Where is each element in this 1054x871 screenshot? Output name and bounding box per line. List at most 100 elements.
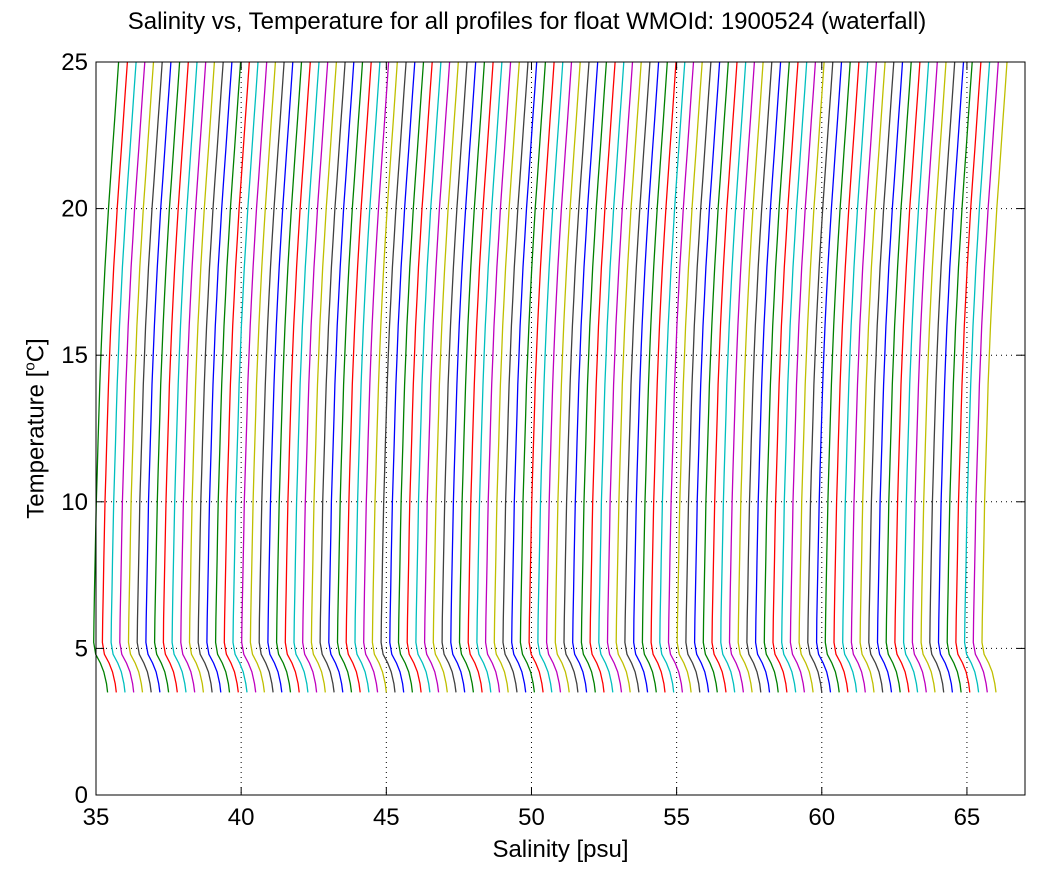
x-tick-label: 65 [954,804,981,831]
profile-line [371,61,398,693]
profile-line [441,61,468,693]
y-axis-label: Temperature [oC] [22,319,51,539]
x-tick-label: 55 [663,804,690,831]
profile-line [902,61,930,693]
profile-line [467,61,494,693]
profile-line [336,61,364,693]
profile-line [328,61,355,693]
profile-line [981,61,1008,693]
profile-line [763,61,790,693]
profile-line [528,61,555,693]
profile-line [415,61,442,693]
profile-line [214,61,242,693]
y-axis-label-unit: C] [22,338,50,363]
profile-line [842,61,869,693]
y-tick-label: 0 [75,782,88,809]
profile-line [101,61,129,693]
profile-line [676,61,703,693]
profile-line [633,61,660,693]
x-tick-label: 50 [518,804,545,831]
profile-line [153,61,181,693]
y-tick-label: 20 [61,196,88,223]
profile-line [737,61,764,693]
x-tick-label: 60 [808,804,835,831]
profile-line [93,61,120,693]
profile-line [493,61,520,693]
profile-line [563,61,590,693]
profile-line [667,61,695,693]
profile-line [572,61,599,693]
profile-line [136,61,163,693]
profile-line [188,61,216,693]
profile-line [702,61,729,693]
y-tick-label: 5 [75,635,88,662]
profile-line [833,61,860,693]
profile-line [345,61,372,693]
profile-line [781,61,808,693]
profile-line [476,61,503,693]
profile-line [458,61,486,693]
profile-line [911,61,938,693]
profile-line [868,61,895,693]
x-axis-label: Salinity [psu] [492,836,629,863]
x-tick-label: 40 [228,804,255,831]
profile-line [685,61,712,693]
profile-line [885,61,912,693]
profile-line [241,61,268,693]
profile-line [537,61,564,693]
profile-line [789,61,817,693]
plot-frame [95,61,1026,796]
profile-line [267,61,294,693]
x-tick-label: 45 [373,804,400,831]
profile-line [197,61,224,693]
profile-line [162,61,189,693]
x-tick-label: 35 [83,804,110,831]
profile-line [110,61,137,693]
profile-line [545,61,573,693]
profile-line [232,61,259,693]
profile-line [641,61,668,693]
profile-line [850,61,878,693]
profile-line [206,61,233,693]
profile-line [859,61,886,693]
profile-line [502,61,529,693]
profile-line [946,61,973,693]
chart-title: Salinity vs, Temperature for all profile… [127,8,927,35]
axis-ticks [95,61,1025,796]
profile-line [519,61,547,693]
profile-line [624,61,651,693]
profile-line [963,61,991,693]
profile-line [293,61,320,693]
profile-line [302,61,329,693]
profile-line [598,61,625,693]
profile-line [380,61,407,693]
y-tick-label: 15 [61,342,88,369]
profile-line [423,61,451,693]
profile-line [754,61,782,693]
profile-line [815,61,843,693]
profile-line [554,61,581,693]
profile-line [450,61,477,693]
profile-line [728,61,756,693]
profile-line [389,61,416,693]
profile-line [693,61,721,693]
profile-line [798,61,825,693]
profile-line [397,61,425,693]
profile-line [406,61,433,693]
profile-line [432,61,459,693]
profile-line [772,61,799,693]
profile-lines [93,61,1008,693]
profile-line [876,61,904,693]
profile-line [484,61,512,693]
profile-line [180,61,207,693]
y-axis-label-main: Temperature [ [22,370,50,519]
profile-line [171,61,198,693]
profile-line [580,61,608,693]
profile-line [511,61,538,693]
profile-line [955,61,982,693]
profile-line [284,61,311,693]
profile-line [127,61,155,693]
profile-line [589,61,616,693]
profile-line [606,61,634,693]
